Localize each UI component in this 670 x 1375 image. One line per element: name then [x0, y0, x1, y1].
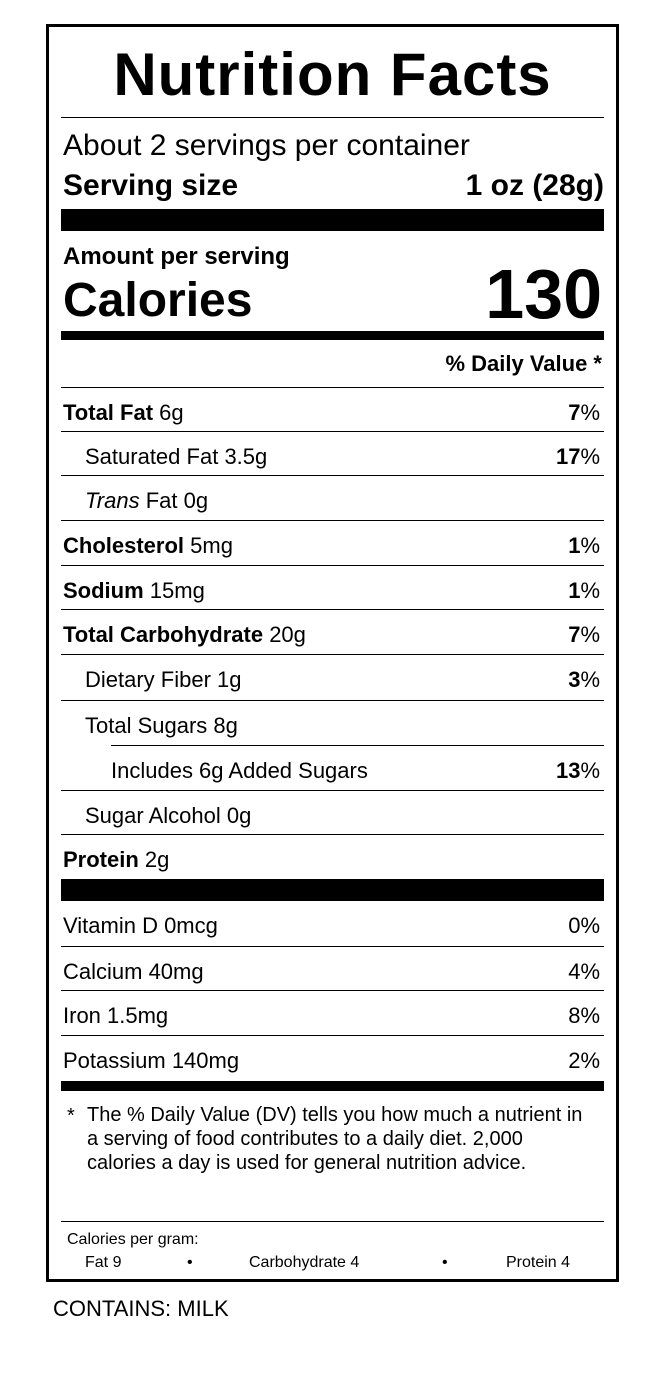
- nutrient-dv: 3: [568, 667, 581, 692]
- vitamin-dv: 4%: [568, 959, 600, 984]
- thick-bar-serving: [61, 209, 604, 231]
- calories-per-gram-label: Calories per gram:: [67, 1231, 199, 1248]
- nutrient-name: Sodium: [63, 578, 144, 603]
- percent-sign: %: [580, 578, 600, 603]
- servings-per-container: About 2 servings per container: [63, 129, 470, 162]
- bullet: •: [442, 1254, 448, 1271]
- nutrient-row-protein: Protein 2g: [61, 835, 604, 879]
- calories-value: 130: [485, 255, 602, 333]
- nutrient-row-saturated-fat: Saturated Fat 3.5g 17%: [61, 432, 604, 476]
- vitamin-name: Calcium 40mg: [63, 959, 204, 984]
- nutrient-amount: 2g: [144, 847, 170, 872]
- protein-per-gram: Protein 4: [506, 1254, 571, 1271]
- divider: [61, 1221, 604, 1222]
- divider: [111, 745, 604, 746]
- nutrient-amount: 6g: [159, 400, 184, 425]
- nutrient-amount: 1g: [217, 667, 242, 692]
- footnote-star: *: [67, 1105, 75, 1127]
- medium-bar-calories: [61, 331, 604, 340]
- fat-per-gram: Fat 9: [85, 1254, 122, 1271]
- percent-sign: %: [580, 444, 600, 469]
- nutrient-dv: 1: [568, 533, 581, 558]
- vitamin-row: Iron 1.5mg 8%: [61, 991, 604, 1035]
- nutrient-row-trans-fat: Trans Fat 0g: [61, 476, 604, 520]
- nutrient-row-dietary-fiber: Dietary Fiber 1g 3%: [61, 655, 604, 699]
- nutrient-amount: 5mg: [190, 533, 233, 558]
- nutrient-amount: 0g: [183, 488, 209, 513]
- vitamin-dv: 2%: [568, 1048, 600, 1073]
- nutrient-amount: 8g: [213, 713, 238, 738]
- nutrient-dv: 13: [555, 758, 581, 783]
- nutrient-row-cholesterol: Cholesterol 5mg 1%: [61, 521, 604, 565]
- divider: [61, 520, 604, 521]
- nutrition-facts-panel: Nutrition Facts About 2 servings per con…: [46, 24, 619, 1282]
- vitamin-name: Potassium 140mg: [63, 1048, 240, 1073]
- nutrient-row-total-sugars: Total Sugars 8g: [61, 701, 604, 745]
- vitamin-dv: 8%: [568, 1003, 600, 1028]
- amount-per-serving: Amount per serving: [63, 243, 290, 270]
- percent-sign: %: [580, 533, 600, 558]
- percent-sign: %: [580, 758, 600, 783]
- nutrient-name: Fat: [145, 488, 178, 513]
- label-title: Nutrition Facts: [113, 41, 552, 108]
- nutrient-name: Cholesterol: [63, 533, 185, 558]
- nutrient-name: Sugar Alcohol: [85, 803, 221, 828]
- nutrient-row-total-carbohydrate: Total Carbohydrate 20g 7%: [61, 610, 604, 654]
- nutrient-name: Total Fat: [63, 400, 154, 425]
- divider: [61, 946, 604, 947]
- vitamin-dv: 0%: [568, 913, 600, 938]
- medium-bar-footnote: [61, 1081, 604, 1091]
- nutrient-name: Total Sugars: [85, 713, 208, 738]
- calories-label: Calories: [63, 274, 253, 327]
- nutrient-row-sodium: Sodium 15mg 1%: [61, 566, 604, 610]
- nutrient-row-total-fat: Total Fat 6g 7%: [61, 388, 604, 432]
- carbohydrate-per-gram: Carbohydrate 4: [249, 1254, 360, 1271]
- nutrient-amount: 3.5g: [224, 444, 268, 469]
- serving-size-label: Serving size: [63, 169, 239, 202]
- divider: [61, 475, 604, 476]
- nutrient-name: Saturated Fat: [85, 444, 219, 469]
- nutrient-row-added-sugars: Includes 6g Added Sugars 13%: [61, 746, 604, 790]
- nutrient-name: Includes 6g Added Sugars: [111, 758, 368, 783]
- daily-value-header: % Daily Value *: [445, 351, 602, 376]
- percent-sign: %: [580, 622, 600, 647]
- footnote-text: The % Daily Value (DV) tells you how muc…: [87, 1104, 583, 1174]
- percent-sign: %: [580, 667, 600, 692]
- nutrient-name: Total Carbohydrate: [63, 622, 264, 647]
- nutrient-row-sugar-alcohol: Sugar Alcohol 0g: [61, 791, 604, 835]
- divider: [61, 1035, 604, 1036]
- nutrient-name: Protein: [63, 847, 139, 872]
- nutrient-name: Dietary Fiber: [85, 667, 211, 692]
- serving-size-value: 1 oz (28g): [465, 169, 604, 202]
- divider: [61, 654, 604, 655]
- nutrient-dv: 7: [568, 400, 581, 425]
- divider: [61, 609, 604, 610]
- vitamin-row: Potassium 140mg 2%: [61, 1036, 604, 1080]
- vitamin-row: Vitamin D 0mcg 0%: [61, 901, 604, 945]
- bullet: •: [187, 1254, 193, 1271]
- divider: [61, 700, 604, 701]
- nutrient-name-italic: Trans: [85, 488, 140, 513]
- nutrient-dv: 1: [568, 578, 581, 603]
- vitamin-name: Iron 1.5mg: [63, 1003, 169, 1028]
- vitamin-row: Calcium 40mg 4%: [61, 947, 604, 991]
- divider: [61, 834, 604, 835]
- vitamin-name: Vitamin D 0mcg: [63, 913, 218, 938]
- divider: [61, 431, 604, 432]
- divider: [61, 990, 604, 991]
- nutrient-amount: 15mg: [149, 578, 205, 603]
- nutrient-amount: 0g: [226, 803, 252, 828]
- divider: [61, 565, 604, 566]
- thick-bar-vitamins: [61, 879, 604, 901]
- divider: [61, 790, 604, 791]
- divider: [61, 387, 604, 388]
- nutrient-dv: 17: [555, 444, 581, 469]
- nutrient-amount: 20g: [269, 622, 306, 647]
- nutrient-dv: 7: [568, 622, 581, 647]
- allergen-statement: CONTAINS: MILK: [53, 1296, 229, 1321]
- title-divider: [61, 117, 604, 118]
- percent-sign: %: [580, 400, 600, 425]
